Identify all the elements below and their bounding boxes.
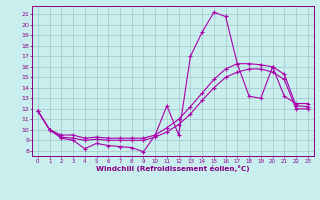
X-axis label: Windchill (Refroidissement éolien,°C): Windchill (Refroidissement éolien,°C): [96, 165, 250, 172]
